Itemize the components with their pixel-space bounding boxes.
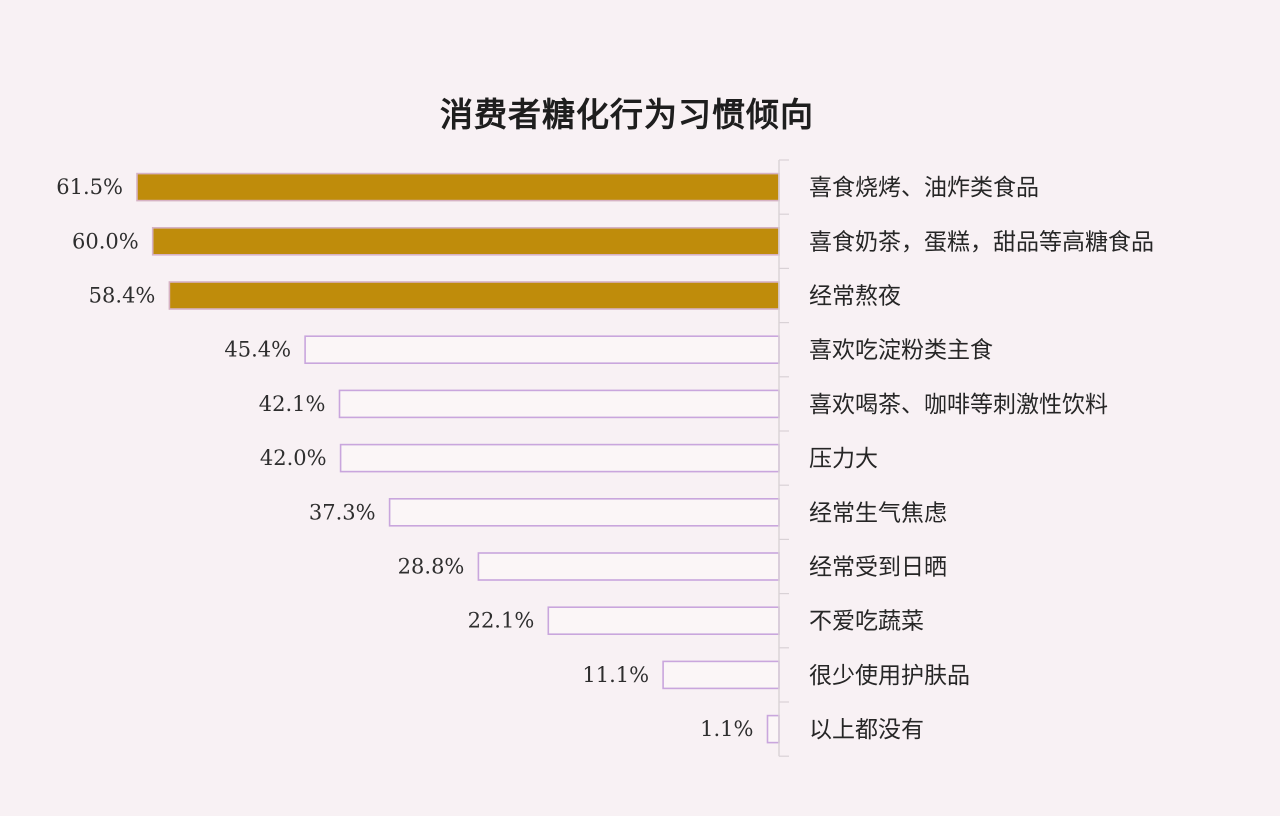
value-label: 11.1% [582, 663, 649, 687]
category-label: 以上都没有 [809, 717, 924, 743]
category-label: 喜欢吃淀粉类主食 [809, 338, 993, 364]
chart-title: 消费者糖化行为习惯倾向 [440, 95, 814, 134]
value-label: 61.5% [56, 175, 123, 199]
category-label: 喜食烧烤、油炸类食品 [809, 175, 1039, 201]
bar [662, 660, 780, 690]
bar [168, 281, 780, 310]
value-label: 37.3% [309, 500, 376, 524]
value-label: 42.1% [259, 392, 326, 416]
category-label: 喜欢喝茶、咖啡等刺激性饮料 [809, 392, 1108, 418]
value-label: 45.4% [224, 338, 291, 362]
category-label: 不爱吃蔬菜 [809, 609, 924, 635]
value-label: 42.0% [260, 446, 327, 470]
value-label: 58.4% [89, 284, 156, 308]
category-label: 压力大 [809, 446, 878, 472]
value-label: 60.0% [72, 229, 139, 253]
bar [338, 389, 780, 419]
value-label: 22.1% [468, 609, 535, 633]
value-label: 1.1% [700, 717, 753, 741]
category-label: 经常熬夜 [809, 284, 901, 310]
bar [339, 443, 780, 473]
bar [766, 714, 780, 744]
bar [547, 606, 780, 636]
bar [136, 172, 780, 202]
category-label: 很少使用护肤品 [809, 663, 970, 689]
category-label: 经常受到日晒 [809, 555, 947, 581]
category-label: 经常生气焦虑 [809, 500, 947, 526]
bar [304, 335, 780, 365]
value-label: 28.8% [398, 555, 465, 579]
bar [388, 497, 780, 527]
bar [151, 227, 780, 256]
category-label: 喜食奶茶，蛋糕，甜品等高糖食品 [809, 229, 1154, 255]
bar [477, 552, 780, 581]
